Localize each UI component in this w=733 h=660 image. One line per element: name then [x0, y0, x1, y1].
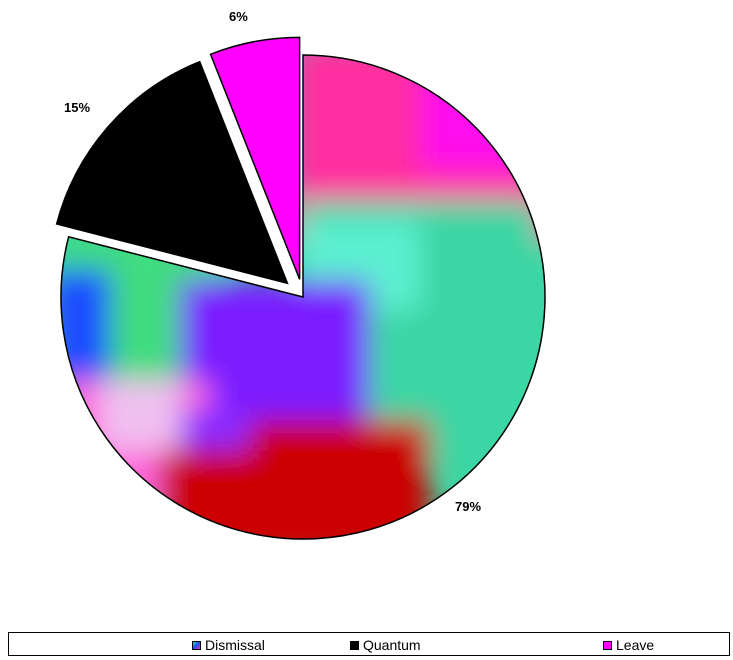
- legend-label-dismissal: Dismissal: [205, 637, 265, 653]
- legend-label-leave: Leave: [616, 637, 655, 653]
- pie-slice-leave: [209, 36, 301, 280]
- legend-item-quantum: Quantum: [350, 637, 421, 653]
- pie-chart: 79% 15% 6%: [54, 9, 546, 540]
- chart-legend: Dismissal Quantum Leave: [8, 632, 730, 656]
- legend-swatch-leave: [603, 640, 612, 650]
- legend-swatch-dismissal: [192, 640, 201, 650]
- legend-item-leave: Leave: [603, 637, 654, 653]
- data-label-quantum: 15%: [64, 100, 90, 115]
- data-label-leave: 6%: [229, 9, 248, 24]
- legend-swatch-quantum: [350, 640, 359, 650]
- data-label-dismissal: 79%: [455, 499, 481, 514]
- legend-item-dismissal: Dismissal: [192, 637, 265, 653]
- legend-label-quantum: Quantum: [363, 637, 421, 653]
- pie-slice-quantum: [54, 59, 291, 286]
